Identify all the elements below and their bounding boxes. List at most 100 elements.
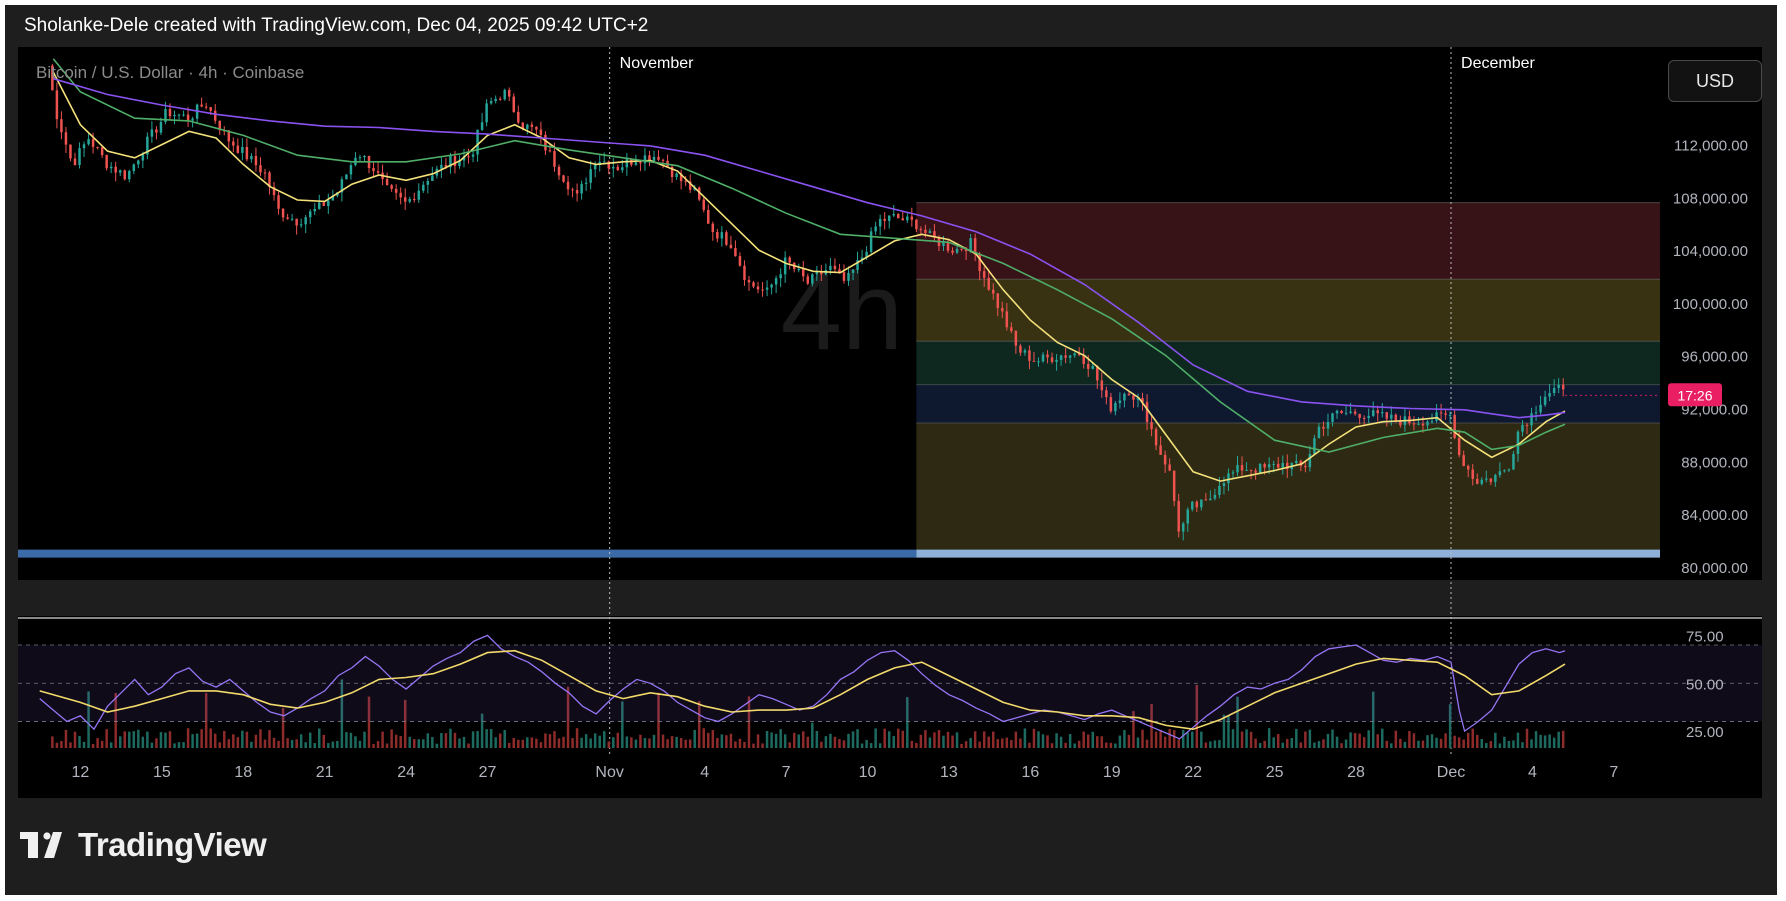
volume-bar [602,731,606,748]
candle-body [1059,355,1063,360]
volume-bar [684,739,687,748]
volume-bar [1141,729,1144,748]
volume-bar [1236,696,1239,748]
time-tick-label: 25 [1266,764,1284,781]
volume-bar [1191,731,1194,748]
candle-body [1186,509,1189,524]
volume-bar [1530,739,1533,748]
volume-bar [177,742,181,748]
volume-bar [1485,743,1488,748]
volume-bar [1263,740,1266,748]
volume-bar [1466,732,1470,748]
volume-bar [286,738,289,748]
volume-bar [756,734,760,748]
volume-bar [1028,742,1031,748]
volume-bar [494,737,497,748]
volume-bar [770,732,773,748]
volume-bar [1258,743,1262,748]
candle-body [173,114,176,117]
volume-bar [1109,742,1113,748]
volume-bar [182,742,185,748]
volume-bar [1381,728,1384,748]
volume-bar [55,742,59,748]
support-band-right [916,549,1660,558]
volume-bar [1281,742,1284,748]
candle-body [1557,384,1560,388]
candle-body [1177,500,1180,532]
candle-body [557,166,561,176]
volume-bar [485,729,488,748]
candle-body [919,229,923,231]
candle-body [1367,415,1370,419]
volume-bar [1308,729,1312,748]
candle-body [1516,431,1520,455]
candle-body [1258,463,1262,473]
volume-bar [503,729,506,748]
candle-body [1322,426,1325,429]
candle-body [1227,473,1230,484]
candle-body [1503,470,1506,472]
candle-body [1028,350,1031,361]
volume-bar [1249,731,1253,748]
currency-selector-button[interactable]: USD [1668,60,1762,102]
candle-body [1394,414,1398,421]
candle-body [1525,424,1529,426]
volume-bar [1430,734,1434,748]
candle-body [259,165,262,173]
tradingview-logo[interactable]: TradingView [20,826,267,864]
volume-bar [322,734,326,748]
volume-bar [1295,728,1298,748]
candle-body [290,218,294,220]
candle-body [942,242,945,246]
volume-bar [874,728,877,748]
volume-bar [987,736,990,748]
volume-bar [1195,684,1199,748]
fib-zone-4 [916,423,1660,553]
volume-bar [69,742,72,748]
volume-bar [91,743,95,748]
candle-body [901,218,905,221]
candle-body [580,183,583,194]
volume-bar [1313,742,1316,748]
volume-bar [1218,740,1221,748]
candle-body [299,224,303,226]
candle-body [1163,454,1167,465]
volume-bar [96,738,99,748]
candle-body [313,208,316,212]
volume-bar [331,741,335,748]
volume-bar [1096,736,1099,748]
volume-bar [489,729,493,748]
time-tick-label: Nov [595,764,623,781]
candle-body [345,174,348,180]
candle-body [55,90,59,120]
volume-bar [394,734,398,748]
candle-body [494,98,497,102]
volume-bar [349,732,353,748]
candle-body [1430,420,1434,422]
candle-body [783,257,787,275]
fib-zone-2 [916,341,1660,385]
volume-bar [1371,691,1375,748]
volume-bar [802,731,805,748]
volume-bar [924,730,927,748]
volume-bar [1055,733,1058,748]
time-tick-label: 18 [234,764,252,781]
candle-body [503,89,506,100]
volume-bar [992,731,995,748]
volume-bar [1145,739,1149,748]
candle-body [1276,463,1280,468]
candle-body [1100,380,1104,391]
candle-body [1313,438,1316,454]
volume-bar [1385,740,1389,748]
fib-zone-1 [916,279,1660,342]
rsi-tick-label: 75.00 [1686,628,1724,645]
rsi-signal-line [39,649,1566,731]
candle-body [548,150,552,152]
candle-body [1068,355,1072,358]
candle-body [1195,501,1199,508]
candle-body [1037,361,1040,363]
time-tick-label: 4 [1528,764,1537,781]
volume-bar [697,701,701,748]
volume-bar [164,732,167,748]
